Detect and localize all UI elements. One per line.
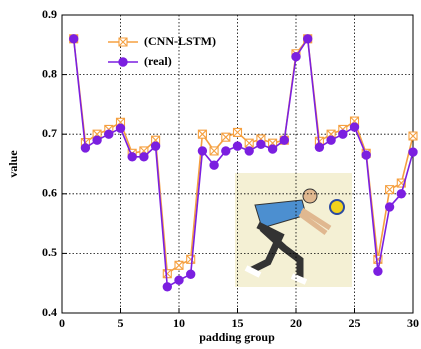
point bbox=[210, 161, 218, 169]
point bbox=[81, 144, 89, 152]
point bbox=[292, 53, 300, 61]
point bbox=[280, 136, 288, 144]
point bbox=[315, 143, 323, 151]
x-tick-label: 0 bbox=[59, 316, 65, 330]
head bbox=[303, 189, 317, 203]
x-tick-label: 20 bbox=[290, 316, 302, 330]
point bbox=[222, 147, 230, 155]
x-tick-label: 10 bbox=[173, 316, 185, 330]
inset-image bbox=[235, 173, 352, 287]
point bbox=[163, 270, 171, 278]
point bbox=[304, 35, 312, 43]
point bbox=[187, 270, 195, 278]
point bbox=[374, 267, 382, 275]
point bbox=[175, 276, 183, 284]
point bbox=[70, 35, 78, 43]
point bbox=[175, 261, 183, 269]
x-axis-label: padding group bbox=[199, 330, 275, 344]
point bbox=[385, 203, 393, 211]
point bbox=[409, 132, 417, 140]
point bbox=[187, 255, 195, 263]
y-tick-label: 0.7 bbox=[42, 126, 57, 140]
point bbox=[105, 130, 113, 138]
point bbox=[257, 140, 265, 148]
point bbox=[233, 142, 241, 150]
y-tick-label: 0.8 bbox=[42, 66, 57, 80]
point bbox=[198, 147, 206, 155]
legend-label: (real) bbox=[144, 54, 172, 68]
point bbox=[222, 133, 230, 141]
point bbox=[397, 190, 405, 198]
y-axis-label: value bbox=[6, 150, 20, 178]
y-tick-label: 0.5 bbox=[42, 245, 57, 259]
point bbox=[93, 136, 101, 144]
point bbox=[409, 148, 417, 156]
point bbox=[339, 130, 347, 138]
y-tick-label: 0.9 bbox=[42, 7, 57, 21]
point bbox=[198, 130, 206, 138]
point bbox=[245, 139, 253, 147]
point bbox=[245, 147, 253, 155]
point bbox=[268, 145, 276, 153]
point bbox=[163, 283, 171, 291]
y-tick-label: 0.6 bbox=[42, 186, 57, 200]
legend-marker bbox=[119, 38, 127, 46]
point bbox=[210, 147, 218, 155]
legend-marker bbox=[119, 58, 127, 66]
point bbox=[362, 151, 370, 159]
point bbox=[151, 142, 159, 150]
point bbox=[116, 124, 124, 132]
point bbox=[234, 128, 242, 136]
chart: padding group value 0.4 0.5 0.6 0.7 0.8 0.9 0 5… bbox=[0, 0, 421, 349]
x-tick-label: 30 bbox=[407, 316, 419, 330]
x-tick-label: 5 bbox=[118, 316, 124, 330]
y-tick-label: 0.4 bbox=[42, 305, 57, 319]
point bbox=[327, 136, 335, 144]
x-tick-label: 15 bbox=[232, 316, 244, 330]
point bbox=[140, 153, 148, 161]
point bbox=[386, 186, 394, 194]
ball bbox=[330, 200, 344, 214]
legend-label: (CNN-LSTM) bbox=[144, 34, 216, 48]
point bbox=[128, 153, 136, 161]
x-tick-label: 25 bbox=[349, 316, 361, 330]
point bbox=[350, 123, 358, 131]
